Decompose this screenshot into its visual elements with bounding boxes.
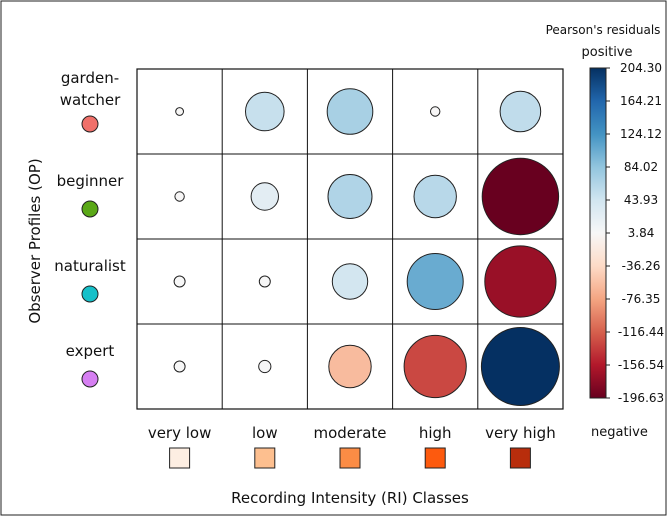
row-color-dot: [81, 370, 99, 388]
balloon-mark: [331, 263, 369, 300]
balloon-mark: [258, 359, 272, 374]
balloon-mark: [481, 157, 560, 236]
balloon-mark: [484, 245, 557, 318]
balloon-mark: [175, 107, 185, 116]
column-label: very low: [148, 424, 212, 442]
balloon-mark: [250, 182, 279, 211]
colorbar: [589, 67, 607, 399]
row-label: watcher: [60, 91, 121, 109]
balloon-mark: [480, 327, 560, 406]
legend-tick-label: -36.26: [622, 259, 661, 273]
column-label: high: [419, 424, 452, 442]
column-color-swatch: [169, 447, 191, 469]
legend-tick-label: -156.54: [618, 358, 664, 372]
legend-bottom-label: negative: [591, 425, 648, 440]
legend-tick-label: -116.44: [618, 325, 664, 339]
legend-tick-label: -196.63: [618, 391, 664, 405]
column-color-swatch: [509, 447, 531, 469]
color-legend: Pearson's residuals positive negative 204.3…: [546, 23, 665, 440]
balloon-mark: [413, 174, 457, 219]
balloon-mark: [406, 253, 464, 310]
legend-tick-label: 84.02: [624, 160, 658, 174]
balloon-mark: [244, 91, 285, 132]
row-label: naturalist: [54, 257, 126, 275]
column-label: very high: [485, 424, 556, 442]
balloon-mark: [174, 191, 185, 202]
legend-tick-label: -76.35: [622, 292, 661, 306]
balloon-mark: [328, 344, 372, 389]
x-axis-label: Recording Intensity (RI) Classes: [231, 489, 469, 507]
row-color-dot: [81, 115, 99, 133]
legend-top-label: positive: [582, 45, 633, 60]
column-color-swatch: [339, 447, 361, 469]
balloon-mark: [499, 90, 542, 133]
column-labels: very low low moderate high very high: [148, 424, 556, 469]
column-label: moderate: [313, 424, 386, 442]
balloon-mark: [173, 275, 186, 288]
legend-tick-label: 3.84: [628, 226, 655, 240]
column-label: low: [252, 424, 278, 442]
row-label: garden-: [61, 69, 119, 87]
row-labels: garden-watcher beginner naturalist expert: [54, 69, 126, 388]
balloon-mark: [326, 88, 374, 135]
row-label: expert: [66, 342, 115, 360]
column-color-swatch: [254, 447, 276, 469]
balloon-mark: [403, 334, 467, 399]
row-label: beginner: [57, 172, 125, 190]
balloon-mark: [173, 360, 186, 373]
legend-tick-label: 124.12: [620, 127, 662, 141]
balloon-mark: [430, 106, 441, 117]
legend-title: Pearson's residuals: [546, 23, 661, 37]
legend-tick-label: 204.30: [620, 61, 662, 75]
row-color-dot: [81, 200, 99, 218]
y-axis-label: Observer Profiles (OP): [26, 158, 44, 323]
plot-area: [136, 68, 564, 410]
column-color-swatch: [424, 447, 446, 469]
legend-tick-label: 43.93: [624, 193, 658, 207]
row-color-dot: [81, 285, 99, 303]
balloon-mark: [327, 174, 373, 219]
balloon-mark: [258, 275, 271, 288]
legend-tick-label: 164.21: [620, 94, 662, 108]
